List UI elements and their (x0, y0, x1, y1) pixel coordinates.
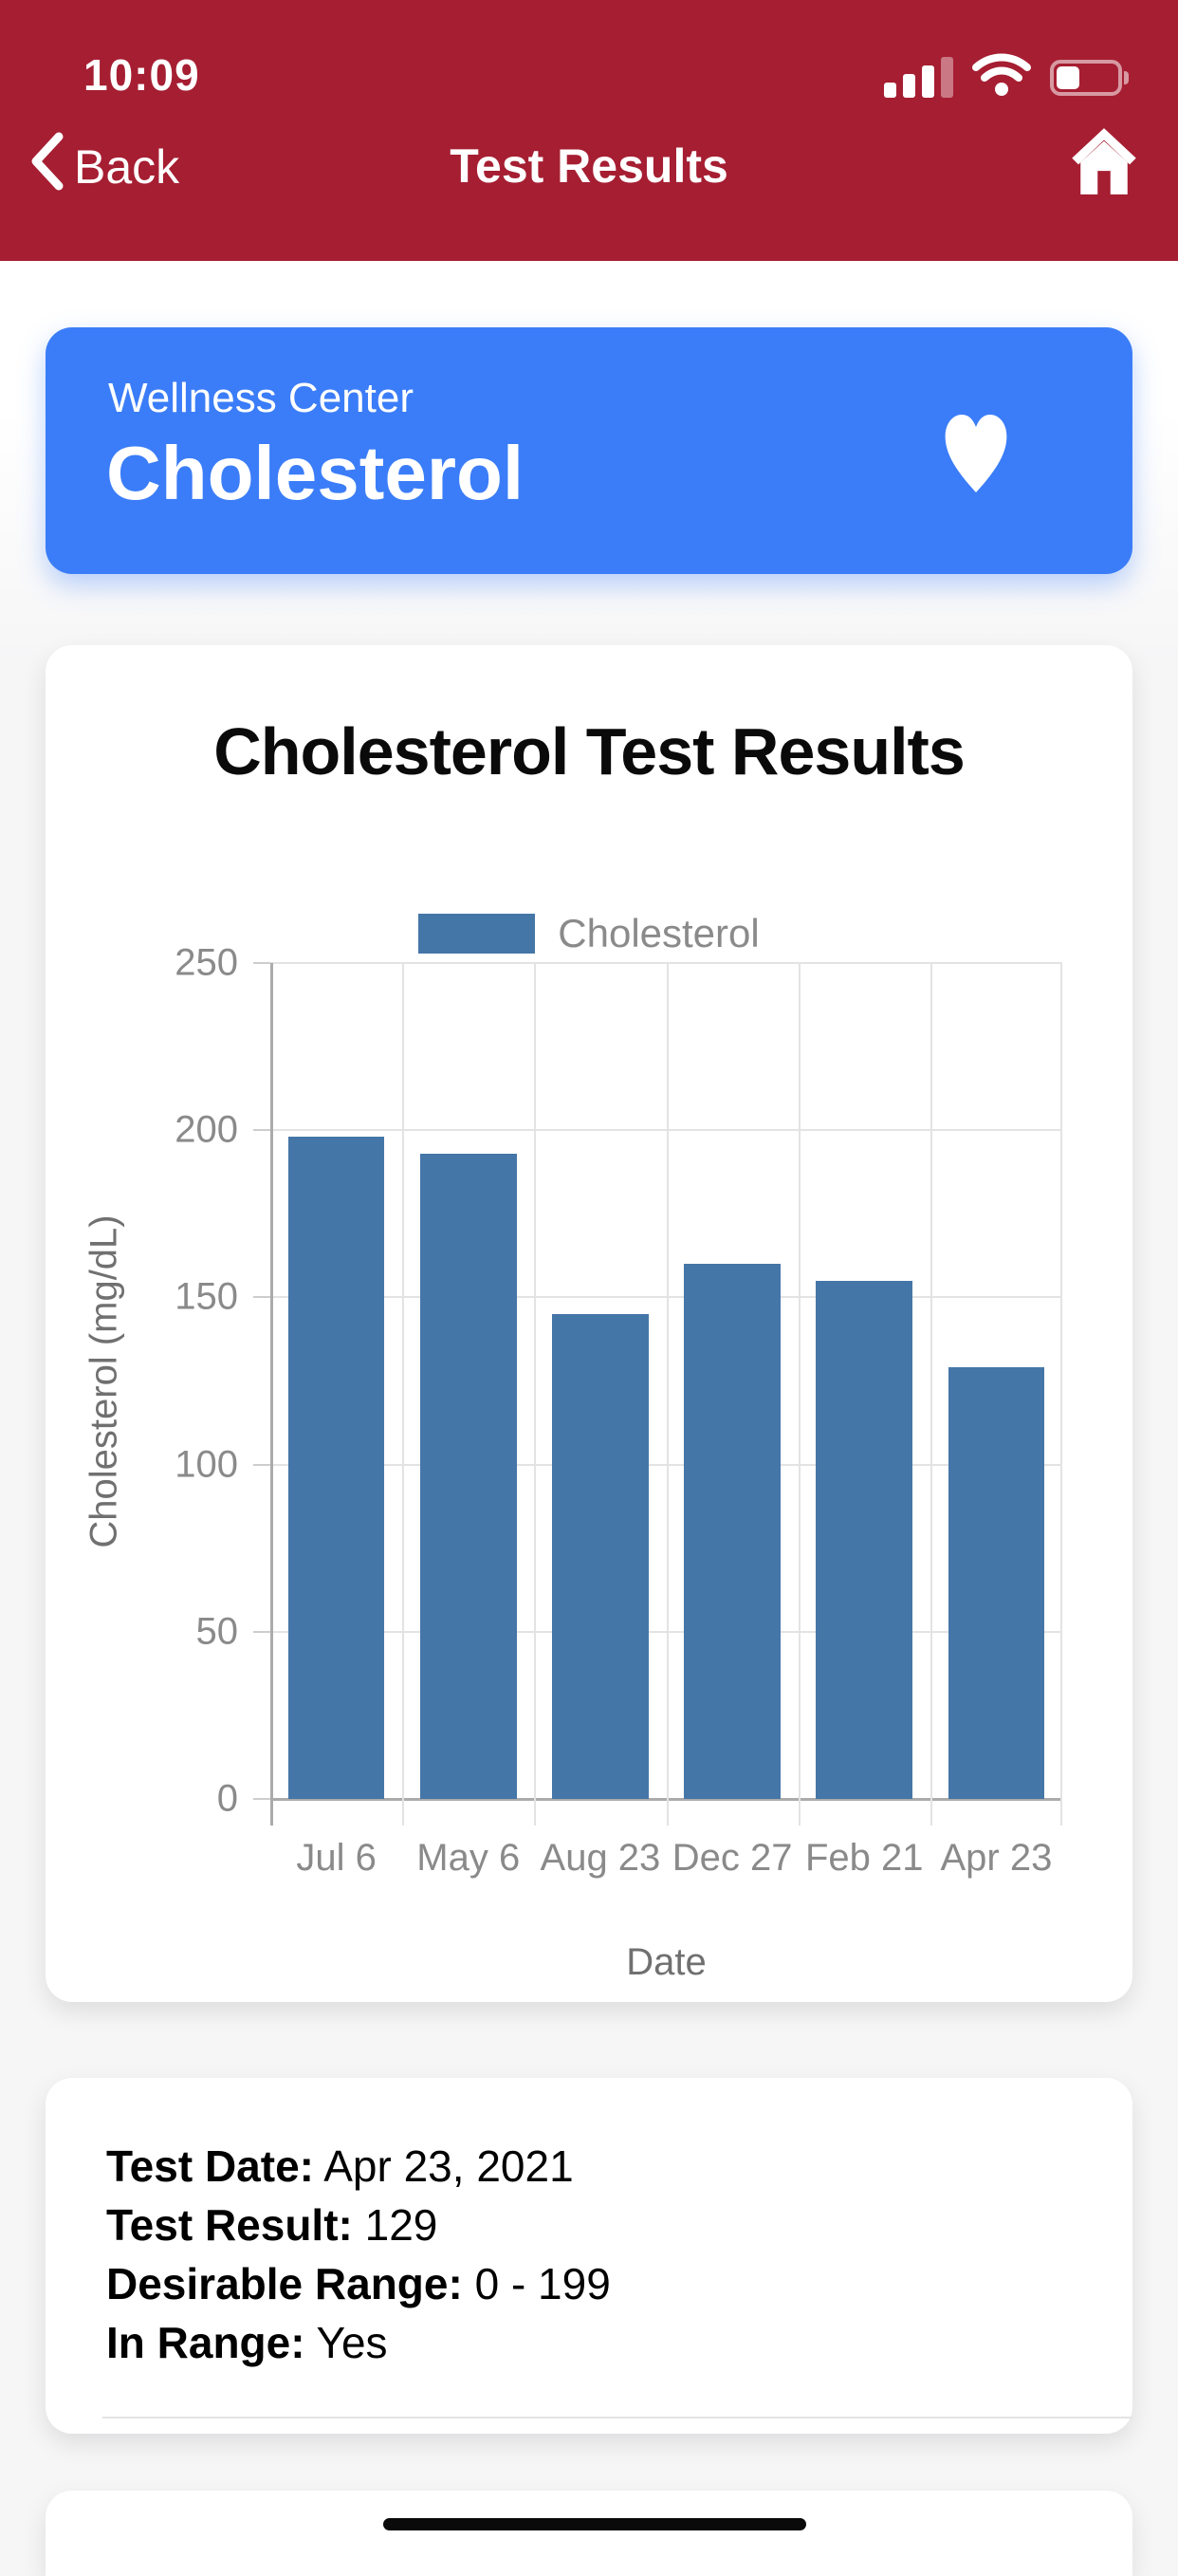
y-tick-label: 200 (175, 1108, 238, 1151)
home-indicator[interactable] (383, 2518, 806, 2530)
gridline-v (798, 963, 801, 1825)
y-tick-mark (253, 1630, 270, 1633)
chart-bar[interactable] (287, 1137, 385, 1799)
y-axis-line (270, 963, 273, 1825)
x-tick-label: Jul 6 (296, 1837, 377, 1879)
detail-row: In Range: Yes (106, 2313, 611, 2372)
y-tick-mark (253, 962, 270, 964)
gridline-v (930, 963, 932, 1825)
battery-icon (1050, 59, 1129, 96)
signal-bar (922, 65, 934, 98)
home-icon (1070, 128, 1138, 201)
next-card-partial[interactable] (46, 2491, 1132, 2576)
chart-title: Cholesterol Test Results (213, 714, 966, 788)
y-tick-label: 250 (175, 941, 238, 984)
test-details-card: Test Date: Apr 23, 2021 Test Result: 129… (46, 2078, 1132, 2434)
signal-bar (903, 74, 915, 98)
wellness-card[interactable]: Wellness Center Cholesterol (46, 327, 1132, 574)
y-tick-mark (253, 1296, 270, 1299)
x-tick-label: Dec 27 (672, 1837, 793, 1879)
y-axis-title: Cholesterol (mg/dL) (83, 1214, 125, 1548)
signal-bar (941, 57, 953, 98)
wifi-icon (972, 53, 1031, 102)
gridline-v (1060, 963, 1062, 1825)
detail-value: 0 - 199 (462, 2259, 611, 2308)
detail-label: Test Date: (106, 2141, 314, 2191)
chart-bar[interactable] (552, 1314, 649, 1799)
y-tick-label: 50 (195, 1610, 239, 1653)
y-tick-label: 100 (175, 1443, 238, 1486)
back-label: Back (74, 140, 180, 194)
cellular-signal-icon (884, 57, 953, 98)
detail-row: Test Result: 129 (106, 2196, 611, 2254)
y-tick-mark (253, 1463, 270, 1466)
detail-row: Test Date: Apr 23, 2021 (106, 2137, 611, 2196)
status-time: 10:09 (83, 50, 200, 100)
detail-value: 129 (352, 2200, 438, 2250)
gridline-v (402, 963, 405, 1825)
wellness-title: Cholesterol (106, 431, 525, 515)
chart-bar[interactable] (419, 1153, 517, 1799)
x-tick-label: Apr 23 (940, 1837, 1053, 1879)
legend-swatch (418, 914, 536, 954)
signal-bar (884, 83, 896, 98)
detail-label: Desirable Range: (106, 2259, 463, 2308)
page-title: Test Results (450, 139, 728, 193)
y-tick-mark (253, 1129, 270, 1132)
status-icons (884, 53, 1129, 102)
x-axis-title: Date (626, 1941, 707, 1983)
chevron-left-icon (28, 131, 74, 203)
chart-bar[interactable] (816, 1280, 913, 1799)
back-button[interactable]: Back (28, 131, 179, 203)
y-tick-mark (253, 1798, 270, 1800)
detail-value: Apr 23, 2021 (313, 2141, 574, 2191)
divider (102, 2417, 1132, 2418)
x-tick-label: May 6 (416, 1837, 521, 1879)
detail-label: In Range: (106, 2318, 305, 2367)
gridline-v (666, 963, 669, 1825)
detail-value: Yes (304, 2318, 388, 2367)
legend-label: Cholesterol (558, 911, 760, 955)
x-tick-label: Feb 21 (804, 1837, 924, 1879)
status-bar: 10:09 (0, 0, 1178, 104)
heart-icon[interactable] (941, 409, 1011, 501)
test-details: Test Date: Apr 23, 2021 Test Result: 129… (106, 2137, 611, 2372)
chart-card: Cholesterol Test Results Cholesterol Cho… (46, 645, 1132, 2002)
x-tick-label: Aug 23 (540, 1837, 661, 1879)
chart-legend[interactable]: Cholesterol (46, 911, 1132, 956)
y-tick-label: 0 (216, 1777, 238, 1820)
detail-label: Test Result: (106, 2200, 353, 2250)
gridline-v (534, 963, 537, 1825)
detail-row: Desirable Range: 0 - 199 (106, 2254, 611, 2313)
header: 10:09 (0, 0, 1178, 261)
y-tick-label: 150 (175, 1275, 238, 1318)
wellness-subtitle: Wellness Center (108, 375, 414, 421)
home-button[interactable] (1070, 125, 1138, 197)
chart-plot: Cholesterol (mg/dL) Date 0 50 100 150 200 250… (83, 942, 1062, 1983)
chart-bar[interactable] (684, 1264, 781, 1799)
chart-bar[interactable] (948, 1367, 1045, 1799)
nav-bar: Back Test Results (0, 104, 1178, 261)
